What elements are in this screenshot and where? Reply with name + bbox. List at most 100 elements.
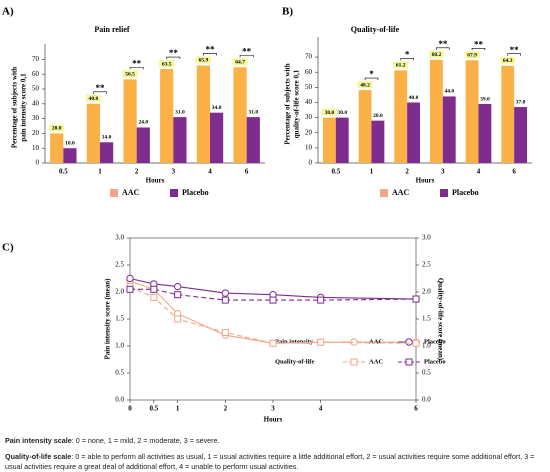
note-text: : 0 = none, 1 = mild, 2 = moderate, 3 = … (71, 436, 220, 445)
significance-bracket (507, 53, 521, 56)
significance: * (369, 69, 374, 79)
value-label: 68.2 (432, 52, 442, 58)
x-tick-label: 2 (405, 168, 409, 176)
significance-bracket (166, 56, 181, 60)
bar (136, 127, 150, 163)
bar (358, 90, 372, 163)
y2-tick-label: 0.0 (422, 396, 431, 404)
x-tick-label: 0.5 (149, 405, 158, 413)
panel-label: A) (2, 6, 14, 18)
significance-bracket (436, 47, 450, 50)
marker (150, 293, 158, 301)
legend-label: AAC (122, 188, 140, 197)
label-highlight (357, 81, 373, 89)
y-tick-label: 20 (32, 129, 40, 137)
legend-swatch (440, 189, 448, 197)
marker (173, 282, 182, 291)
y2-tick-label: 0.5 (422, 369, 431, 377)
significance: * (405, 49, 410, 59)
x-tick-label: 0.5 (331, 168, 340, 176)
value-label: 63.5 (162, 61, 172, 67)
y-tick-label: 2.5 (115, 261, 124, 269)
legend-marker (350, 338, 358, 346)
label-highlight (85, 94, 101, 102)
label-highlight (393, 61, 409, 69)
y2-tick-label: 2.5 (422, 261, 431, 269)
marker (174, 291, 182, 299)
bar (86, 103, 100, 163)
marker (221, 296, 229, 304)
y-tick-label: 1.5 (115, 315, 124, 323)
value-label: 31.0 (248, 109, 258, 115)
x-tick-label: 4 (477, 168, 481, 176)
significance: ** (96, 83, 106, 93)
value-label: 56.5 (125, 72, 135, 78)
value-label: 20.0 (52, 126, 62, 132)
x-tick-label: 4 (208, 168, 212, 176)
y2-axis-label: Quality-of-life score (mean) (436, 278, 444, 361)
legend-marker (405, 338, 413, 346)
value-label: 10.0 (65, 140, 75, 146)
value-label: 65.9 (199, 58, 209, 64)
value-label: 28.0 (373, 113, 383, 119)
x-axis-label: Hours (264, 416, 283, 424)
legend-label: Placebo (424, 338, 446, 345)
marker (269, 296, 277, 304)
bar (160, 69, 174, 163)
note: Quality-of-life scale: 0 = able to perfo… (5, 452, 545, 472)
legend-label: AAC (369, 358, 383, 365)
value-label: 31.0 (175, 109, 185, 115)
y-axis-label: pain intensity score 0,1 (20, 73, 28, 142)
y-tick-label: 40 (32, 99, 40, 107)
x-tick-label: 2 (224, 405, 228, 413)
label-highlight (464, 51, 480, 59)
bar (371, 120, 385, 163)
significance: ** (132, 58, 142, 68)
significance-bracket (93, 91, 107, 94)
panel-label: B) (282, 6, 293, 18)
value-label: 40.0 (409, 95, 419, 101)
marker (317, 296, 325, 304)
y-tick-label: 0 (36, 159, 40, 167)
bar (50, 133, 64, 163)
legend-marker (350, 358, 358, 366)
bar (429, 59, 443, 164)
x-tick-label: 4 (319, 405, 323, 413)
value-label: 64.7 (235, 60, 245, 66)
note-text: : 0 = able to perform all activities as … (5, 452, 535, 471)
x-tick-label: 6 (245, 168, 249, 176)
x-tick-label: 6 (414, 405, 418, 413)
note: Pain intensity scale: 0 = none, 1 = mild… (5, 436, 545, 446)
plot-frame (129, 237, 417, 401)
y-tick-label: 20 (305, 128, 313, 136)
value-label: 61.2 (396, 63, 406, 69)
significance: ** (169, 48, 179, 58)
bar (233, 67, 247, 163)
bar (196, 65, 210, 163)
bar (322, 117, 336, 163)
x-tick-label: 0.5 (59, 168, 68, 176)
marker (221, 289, 230, 297)
marker (150, 285, 158, 293)
value-label: 40.0 (89, 96, 99, 102)
bar (335, 117, 349, 163)
significance-bracket (129, 67, 144, 70)
x-tick-label: 0 (128, 405, 132, 413)
legend-group-label: Pain intensity (275, 338, 314, 345)
value-label: 48.2 (360, 82, 370, 88)
x-tick-label: 6 (512, 168, 516, 176)
bar (63, 148, 77, 163)
y2-tick-label: 3.0 (422, 234, 431, 242)
y-tick-label: 1.0 (115, 342, 124, 350)
marker (269, 339, 277, 347)
chart-title: Pain relief (94, 25, 130, 34)
y-tick-label: 10 (305, 143, 313, 151)
value-label: 30.0 (337, 110, 347, 116)
y-tick-label: 0 (309, 159, 313, 167)
marker (126, 285, 134, 293)
marker (317, 338, 325, 346)
legend-group-label: Quality-of-life (275, 358, 314, 365)
marker (221, 329, 229, 336)
x-tick-label: 1 (98, 168, 102, 176)
significance: ** (474, 39, 484, 49)
